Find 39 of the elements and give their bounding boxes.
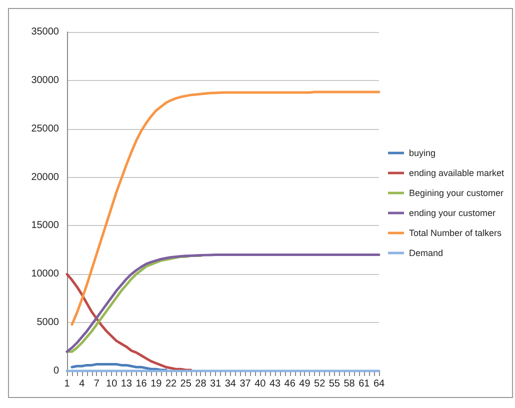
x-tick-label: 19 bbox=[150, 378, 162, 390]
x-tick-label: 37 bbox=[240, 378, 252, 390]
line-series bbox=[66, 272, 192, 372]
y-tick-label: 20000 bbox=[31, 172, 60, 183]
y-tick-label: 0 bbox=[53, 366, 60, 376]
x-tick-label: 43 bbox=[269, 378, 281, 390]
y-tick-label: 35000 bbox=[31, 26, 60, 38]
x-tick-label: 10 bbox=[106, 378, 118, 390]
x-tick-label: 55 bbox=[328, 378, 340, 390]
x-tick-label: 16 bbox=[136, 378, 148, 390]
legend-label: ending available market bbox=[409, 168, 505, 178]
y-tick-label: 10000 bbox=[31, 268, 60, 280]
y-tick-label: 25000 bbox=[31, 123, 60, 134]
x-tick-label: 22 bbox=[165, 378, 177, 390]
x-tick-label: 4 bbox=[79, 378, 86, 390]
x-tick-label: 40 bbox=[254, 378, 266, 390]
y-tick-label: 30000 bbox=[31, 74, 60, 86]
x-tick-label: 7 bbox=[94, 378, 100, 390]
x-tick-label: 46 bbox=[284, 378, 296, 390]
legend-label: buying bbox=[409, 148, 436, 158]
x-tick-label: 13 bbox=[120, 378, 132, 390]
y-tick-label: 5000 bbox=[36, 317, 60, 328]
legend-label: Begining your customer bbox=[409, 188, 504, 198]
y-tick-label: 15000 bbox=[31, 220, 60, 232]
legend-label: Total Number of talkers bbox=[409, 228, 502, 238]
x-tick-label: 1 bbox=[64, 378, 70, 390]
x-tick-label: 61 bbox=[358, 378, 370, 390]
line-series bbox=[70, 90, 380, 326]
x-tick-label: 58 bbox=[344, 378, 356, 390]
x-tick-label: 64 bbox=[373, 378, 385, 390]
x-tick-label: 31 bbox=[210, 378, 222, 390]
legend-label: ending your customer bbox=[409, 208, 496, 218]
x-tick-label: 49 bbox=[299, 378, 311, 390]
x-tick-label: 28 bbox=[195, 378, 207, 390]
x-tick-label: 52 bbox=[314, 378, 326, 390]
line-series bbox=[66, 254, 380, 353]
legend-label: Demand bbox=[409, 248, 444, 258]
x-tick-label: 34 bbox=[224, 378, 236, 390]
x-tick-label: 25 bbox=[180, 378, 192, 390]
